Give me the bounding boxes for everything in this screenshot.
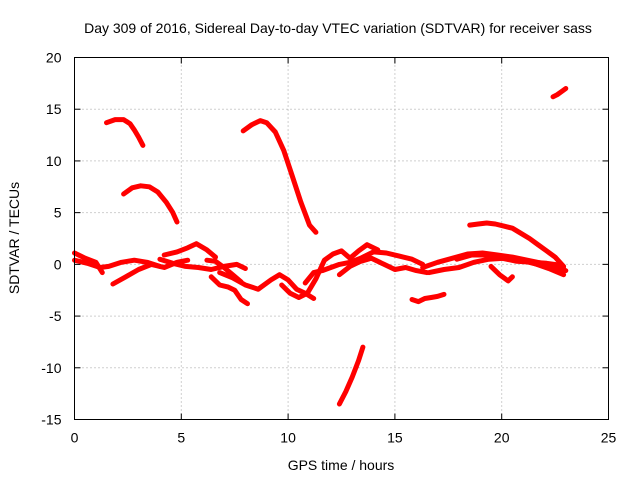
series-arc-22 — [488, 263, 515, 284]
series-arc-23 — [509, 255, 567, 271]
series-arc-14 — [279, 242, 381, 300]
y-tick-label: 0 — [54, 256, 62, 272]
x-tick-label: 0 — [71, 430, 79, 446]
series-arc-15 — [302, 249, 426, 286]
y-axis-label: SDTVAR / TECUs — [6, 182, 22, 294]
series-arc-20 — [467, 220, 567, 269]
series-arc-16 — [336, 255, 430, 278]
tick-layer: 0 5 10 15 20 25 -15 -10 -5 0 5 10 15 20 — [41, 50, 616, 446]
series-arc-3 — [240, 118, 319, 235]
series-layer — [72, 86, 569, 407]
x-tick-label: 25 — [601, 430, 617, 446]
x-tick-label: 15 — [387, 430, 403, 446]
x-tick-label: 10 — [280, 430, 296, 446]
y-tick-label: -5 — [49, 308, 62, 324]
y-tick-label: 5 — [54, 205, 62, 221]
series-arc-9 — [161, 241, 218, 260]
series-arc-13 — [217, 270, 317, 301]
y-tick-label: -15 — [41, 412, 61, 428]
y-tick-label: 20 — [46, 50, 62, 66]
y-tick-label: 15 — [46, 101, 62, 117]
series-arc-4 — [550, 86, 569, 100]
series-arc-7 — [72, 257, 163, 270]
y-tick-label: -10 — [41, 360, 61, 376]
series-arc-2 — [121, 183, 180, 225]
plot-frame — [74, 57, 609, 420]
series-arc-1 — [104, 117, 146, 148]
series-arc-11 — [208, 274, 250, 307]
chart-title: Day 309 of 2016, Sidereal Day-to-day VTE… — [84, 20, 592, 36]
grid-layer — [74, 57, 609, 420]
x-tick-label: 5 — [177, 430, 185, 446]
series-arc-17 — [409, 291, 447, 305]
series-arc-10 — [157, 256, 248, 272]
series-arc-5 — [336, 344, 366, 407]
x-tick-label: 20 — [494, 430, 510, 446]
x-axis-label: GPS time / hours — [288, 457, 395, 473]
y-tick-label: 10 — [46, 153, 62, 169]
